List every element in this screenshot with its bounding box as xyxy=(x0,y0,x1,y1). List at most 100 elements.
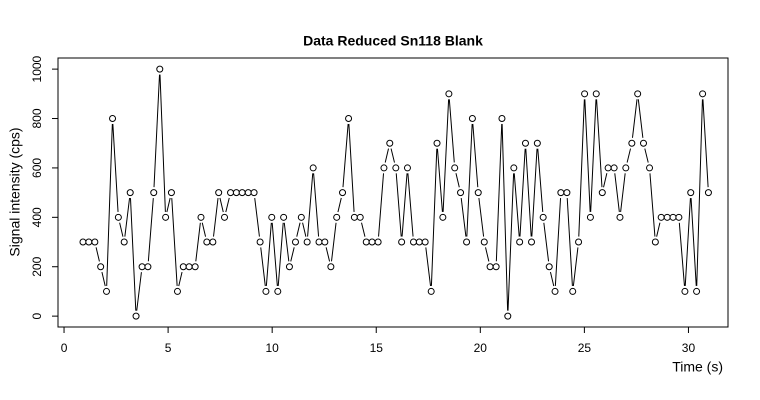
point xyxy=(144,263,152,271)
point xyxy=(433,139,441,147)
point xyxy=(398,238,406,246)
y-tick-label: 1000 xyxy=(30,55,44,82)
point xyxy=(445,90,453,98)
point xyxy=(380,164,388,172)
point xyxy=(610,164,618,172)
point xyxy=(356,213,364,221)
point xyxy=(634,90,642,98)
point xyxy=(693,287,701,295)
point xyxy=(421,238,429,246)
x-tick-label: 15 xyxy=(370,341,384,355)
point xyxy=(492,263,500,271)
point xyxy=(232,189,240,197)
point xyxy=(262,287,270,295)
point xyxy=(651,238,659,246)
point xyxy=(699,90,707,98)
point xyxy=(339,189,347,197)
point xyxy=(250,189,258,197)
point xyxy=(545,263,553,271)
x-tick-label: 10 xyxy=(265,341,279,355)
point xyxy=(85,238,93,246)
point xyxy=(227,189,235,197)
x-tick-label: 30 xyxy=(682,341,696,355)
point xyxy=(604,164,612,172)
x-tick-label: 0 xyxy=(61,341,68,355)
point xyxy=(309,164,317,172)
point xyxy=(156,65,164,73)
point xyxy=(468,115,476,123)
point xyxy=(463,238,471,246)
y-axis-label: Signal intensity (cps) xyxy=(7,127,23,256)
point xyxy=(622,164,630,172)
point xyxy=(203,238,211,246)
point xyxy=(350,213,358,221)
point xyxy=(368,238,376,246)
point xyxy=(215,189,223,197)
point xyxy=(138,263,146,271)
point xyxy=(516,238,524,246)
point xyxy=(132,312,140,320)
point xyxy=(451,164,459,172)
point xyxy=(592,90,600,98)
point xyxy=(480,238,488,246)
point xyxy=(563,189,571,197)
point xyxy=(669,213,677,221)
x-tick-label: 5 xyxy=(165,341,172,355)
point xyxy=(510,164,518,172)
point xyxy=(386,139,394,147)
point xyxy=(280,213,288,221)
y-tick-label: 0 xyxy=(30,312,44,319)
point xyxy=(197,213,205,221)
chart-title: Data Reduced Sn118 Blank xyxy=(303,33,483,49)
point xyxy=(392,164,400,172)
point xyxy=(474,189,482,197)
point xyxy=(403,164,411,172)
point xyxy=(646,164,654,172)
point xyxy=(439,213,447,221)
point xyxy=(291,238,299,246)
point xyxy=(167,189,175,197)
point xyxy=(191,263,199,271)
point xyxy=(569,287,577,295)
y-tick-label: 400 xyxy=(30,207,44,227)
point xyxy=(586,213,594,221)
point xyxy=(704,189,712,197)
point xyxy=(345,115,353,123)
point xyxy=(457,189,465,197)
point xyxy=(539,213,547,221)
point xyxy=(120,238,128,246)
point xyxy=(297,213,305,221)
point xyxy=(415,238,423,246)
point xyxy=(256,238,264,246)
point xyxy=(209,238,217,246)
point xyxy=(244,189,252,197)
x-tick-label: 25 xyxy=(578,341,592,355)
point xyxy=(374,238,382,246)
point xyxy=(185,263,193,271)
point xyxy=(598,189,606,197)
point xyxy=(150,189,158,197)
point xyxy=(581,90,589,98)
point xyxy=(303,238,311,246)
point xyxy=(504,312,512,320)
point xyxy=(315,238,323,246)
point xyxy=(173,287,181,295)
point xyxy=(681,287,689,295)
point xyxy=(521,139,529,147)
point xyxy=(575,238,583,246)
point xyxy=(533,139,541,147)
point xyxy=(675,213,683,221)
point xyxy=(238,189,246,197)
point xyxy=(285,263,293,271)
point xyxy=(362,238,370,246)
point xyxy=(551,287,559,295)
point xyxy=(102,287,110,295)
point xyxy=(91,238,99,246)
point xyxy=(268,213,276,221)
point xyxy=(221,213,229,221)
point xyxy=(616,213,624,221)
point xyxy=(498,115,506,123)
point xyxy=(557,189,565,197)
x-axis-label: Time (s) xyxy=(672,359,723,375)
